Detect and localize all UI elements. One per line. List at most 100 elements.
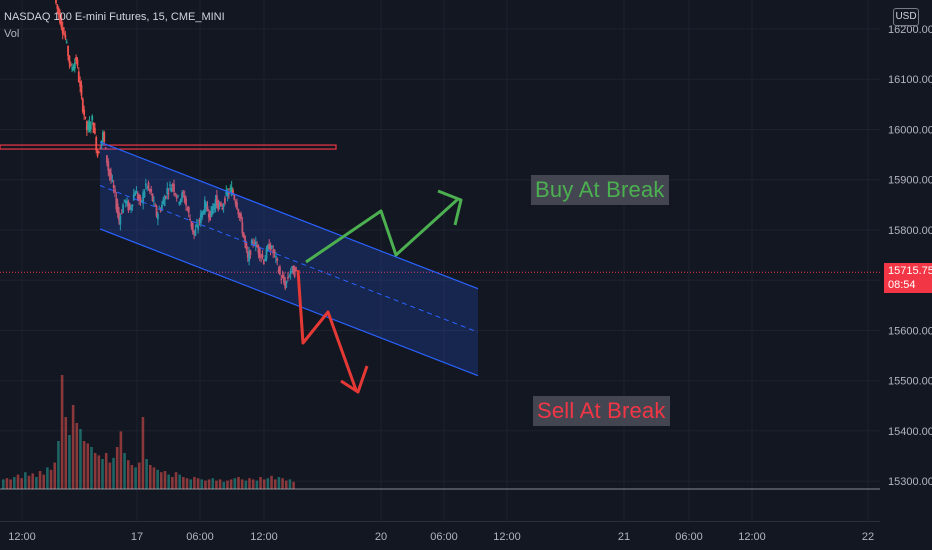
candle-body: [155, 205, 158, 217]
sell-arrow-head: [340, 365, 369, 394]
buy-at-break-label[interactable]: Buy At Break: [531, 175, 669, 205]
volume-bar: [174, 472, 178, 489]
candle-body: [266, 245, 269, 251]
symbol-title[interactable]: NASDAQ 100 E-mini Futures, 15, CME_MINI: [4, 11, 225, 23]
channel-upper: [99, 141, 479, 290]
candle-body: [143, 191, 146, 198]
volume-bar: [86, 443, 90, 489]
resistance-box: [0, 144, 337, 150]
x-tick-label: 06:00: [186, 531, 214, 543]
volume-bar: [237, 477, 240, 489]
candle-body: [158, 208, 161, 210]
candle-body: [222, 204, 225, 208]
volume-label[interactable]: Vol: [4, 28, 20, 40]
x-tick-label: 22: [862, 531, 874, 543]
volume-bar: [284, 480, 288, 489]
volume-bar: [27, 475, 31, 489]
candle-body: [262, 259, 265, 264]
volume-bar: [226, 480, 229, 489]
candle-body: [228, 192, 230, 195]
volume-bar: [75, 423, 79, 489]
y-tick-label: 16100.00: [888, 74, 932, 86]
candle-body: [124, 200, 127, 203]
candle-body: [146, 186, 149, 188]
volume-bar: [119, 431, 123, 489]
candle-body: [248, 251, 250, 262]
y-tick-label: 15600.00: [888, 325, 932, 337]
x-tick-label: 12:00: [8, 531, 36, 543]
candle-body: [187, 207, 190, 213]
candle-body: [88, 121, 91, 131]
volume-bar: [233, 478, 237, 489]
candle-body: [240, 213, 242, 220]
last-price-badge: 15715.75 08:54: [884, 263, 932, 293]
candle-body: [89, 125, 92, 130]
volume-bar: [101, 459, 104, 489]
volume-bar: [93, 453, 97, 489]
volume-bar: [270, 475, 273, 489]
candle-body: [87, 123, 90, 130]
candle-body: [161, 204, 163, 210]
volume-bar: [182, 477, 185, 489]
candle-body: [96, 150, 99, 157]
candle-body: [127, 201, 130, 211]
volume-bar: [167, 474, 170, 489]
candle-body: [295, 267, 297, 270]
candle-body: [102, 132, 104, 141]
volume-bar: [211, 478, 215, 489]
candle-body: [95, 137, 98, 151]
candle-body: [128, 203, 131, 210]
volume-bar: [185, 478, 189, 489]
volume-bar: [42, 474, 45, 489]
volume-bar: [229, 479, 233, 489]
candle-body: [84, 116, 87, 118]
candle-body: [288, 276, 291, 278]
volume-bar: [163, 471, 167, 489]
candle-body: [80, 84, 83, 96]
volume-bar: [53, 462, 57, 489]
candle-body: [242, 232, 245, 238]
candle-body: [264, 258, 267, 262]
volume-bar: [90, 447, 93, 489]
volume-bar: [16, 474, 20, 489]
candle-body: [215, 195, 218, 205]
candle-body: [193, 230, 196, 235]
regression-channel: [99, 141, 479, 377]
candle-body: [63, 32, 65, 35]
volume-bar: [288, 479, 292, 489]
volume-bar: [38, 471, 42, 489]
candle-body: [230, 186, 233, 196]
candle-body: [283, 276, 285, 283]
volume-bar: [244, 480, 248, 489]
sell-at-break-label[interactable]: Sell At Break: [533, 396, 670, 426]
volume-bar: [108, 462, 112, 489]
currency-badge[interactable]: USD: [893, 8, 919, 26]
candle-body: [183, 195, 186, 203]
candle-body: [114, 189, 116, 193]
volume-bar: [204, 480, 207, 489]
volume-bar: [134, 467, 137, 489]
candle-body: [169, 184, 171, 186]
candle-body: [257, 245, 260, 254]
candle-body: [258, 248, 261, 258]
volume-bar: [79, 429, 82, 489]
sell-arrow: [296, 269, 358, 391]
volume-bar: [97, 455, 101, 489]
y-tick-label: 16200.00: [888, 24, 932, 36]
candle-body: [71, 67, 73, 69]
candle-body: [152, 200, 155, 202]
buy-arrow: [305, 197, 460, 264]
volume-bar: [273, 479, 277, 489]
candle-body: [201, 211, 204, 218]
candle-body: [276, 258, 279, 261]
volume-bar: [115, 447, 119, 489]
candle-body: [226, 191, 229, 197]
candle-body: [67, 46, 69, 56]
volume-bar: [218, 479, 222, 489]
candle-body: [232, 190, 234, 195]
candle-body: [189, 218, 191, 221]
candle-body: [281, 274, 284, 278]
x-tick-label: 12:00: [250, 531, 278, 543]
candles: [55, 0, 297, 291]
